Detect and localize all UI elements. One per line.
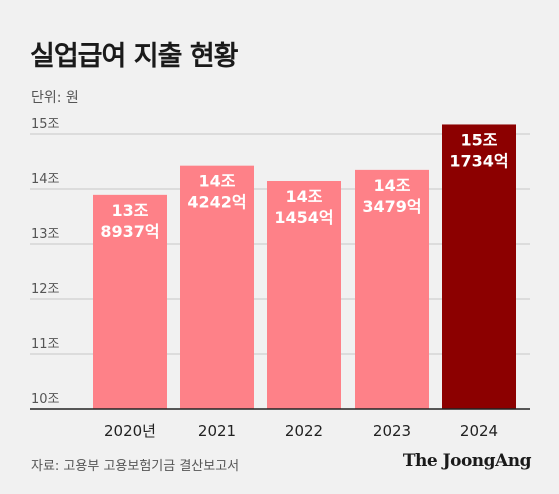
bar: [93, 194, 167, 409]
data-label-jo: 15조: [461, 130, 498, 149]
x-tick-label: 2021: [198, 422, 236, 440]
y-tick-label: 15조: [31, 117, 60, 132]
unit-label: 단위: 원: [31, 90, 79, 106]
data-label-eok: 4242억: [187, 193, 246, 212]
data-label-jo: 14조: [199, 172, 236, 191]
data-label-eok: 8937억: [100, 222, 159, 241]
y-tick-label: 11조: [31, 337, 60, 352]
bar: [267, 181, 341, 409]
y-tick-label: 12조: [31, 282, 60, 297]
data-label-jo: 14조: [374, 176, 411, 195]
brand-logo: The JoongAng: [402, 451, 532, 471]
data-label-eok: 1454억: [274, 208, 333, 227]
data-label-eok: 1734억: [449, 151, 508, 170]
bar: [442, 124, 516, 409]
data-label-jo: 14조: [286, 187, 323, 206]
source-note: 자료: 고용부 고용보험기금 결산보고서: [31, 459, 240, 474]
bar: [355, 169, 429, 409]
data-label-jo: 13조: [112, 201, 149, 220]
x-tick-label: 2024: [460, 422, 498, 440]
y-tick-label: 13조: [31, 227, 60, 242]
x-tick-label: 2022: [285, 422, 323, 440]
data-label-eok: 3479억: [362, 197, 421, 216]
chart-title: 실업급여 지출 현황: [30, 41, 239, 72]
y-tick-label: 14조: [31, 172, 60, 187]
x-tick-label: 2020년: [104, 422, 156, 440]
y-tick-label: 10조: [31, 392, 60, 407]
bar: [180, 165, 254, 409]
x-tick-label: 2023: [373, 422, 411, 440]
